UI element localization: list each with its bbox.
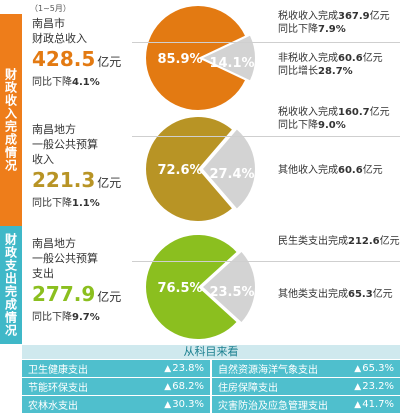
category-value: 30.3%: [164, 399, 204, 410]
pie-label-minor: 27.4%: [209, 167, 254, 182]
table-row: 卫生健康支出 23.8% 自然资源海洋气象支出 65.3%: [22, 360, 400, 377]
summary-line1: 南昌地方: [32, 237, 76, 250]
summary-line3: 支出: [32, 267, 54, 280]
summary-yoy: 同比下降9.7%: [32, 312, 100, 323]
summary-value-row: 428.5 亿元: [32, 46, 121, 75]
category-cell: 节能环保支出 68.2%: [22, 378, 210, 395]
summary-budget-revenue: 南昌地方 一般公共预算 收入 221.3 亿元 同比下降1.1%: [32, 122, 121, 211]
category-label: 农林水支出: [28, 401, 78, 412]
category-label: 卫生健康支出: [28, 365, 88, 376]
summary-line2: 一般公共预算: [32, 138, 98, 151]
pie-budget-expenditure: 76.5% 23.5%: [146, 235, 255, 339]
pie-budget-revenue: 72.6% 27.4%: [146, 117, 255, 221]
separator: [132, 261, 400, 262]
summary-value-row: 221.3 亿元: [32, 167, 121, 196]
panel-total-revenue: 南昌市 财政总收入 428.5 亿元 同比下降4.1% 85.9% 14.1% 税收…: [22, 0, 400, 112]
summary-yoy: 同比下降1.1%: [32, 198, 100, 209]
pie-label-major: 76.5%: [157, 281, 202, 296]
panel-budget-revenue: 南昌地方 一般公共预算 收入 221.3 亿元 同比下降1.1% 72.6% 27.…: [22, 107, 400, 226]
pie-label-major: 85.9%: [157, 52, 202, 67]
category-label: 灾害防治及应急管理支出: [218, 401, 328, 412]
category-value: 65.3%: [354, 363, 394, 374]
pie-slice-minor: [203, 252, 255, 322]
category-label: 自然资源海洋气象支出: [218, 365, 318, 376]
annotation-livelihood-expenditure: 民生类支出完成212.6亿元: [278, 236, 400, 247]
annotation-budget-tax: 税收收入完成160.7亿元 同比下降9.0%: [278, 107, 390, 131]
pie-slice-major: [146, 117, 232, 221]
summary-yoy-value: 4.1%: [72, 77, 100, 88]
pie-total-revenue: 85.9% 14.1%: [146, 6, 255, 111]
revenue-section-tab: 财政收入完成情况: [0, 14, 22, 226]
category-title: 从科目来看: [22, 345, 400, 359]
category-label: 节能环保支出: [28, 383, 88, 394]
annotation-other-expenditure: 其他类支出完成65.3亿元: [278, 289, 393, 300]
pie-label-minor: 14.1%: [209, 56, 254, 71]
pie-label-major: 72.6%: [157, 163, 202, 178]
category-table: 卫生健康支出 23.8% 自然资源海洋气象支出 65.3% 节能环保支出 68.2% …: [22, 360, 400, 413]
summary-value: 221.3: [32, 168, 96, 192]
category-label: 住房保障支出: [218, 383, 278, 394]
summary-line1: 南昌市: [32, 17, 65, 30]
summary-line2: 一般公共预算: [32, 252, 98, 265]
summary-value: 428.5: [32, 47, 96, 71]
category-cell: 住房保障支出 23.2%: [212, 378, 400, 395]
table-row: 节能环保支出 68.2% 住房保障支出 23.2%: [22, 378, 400, 395]
pie-label-minor: 23.5%: [209, 285, 254, 300]
pie-slice-minor: [203, 35, 255, 81]
expenditure-section-tab: 财政支出完成情况: [0, 226, 22, 344]
summary-total-revenue: 南昌市 财政总收入 428.5 亿元 同比下降4.1%: [32, 16, 121, 90]
summary-yoy-value: 9.7%: [72, 312, 100, 323]
summary-line3: 收入: [32, 153, 54, 166]
panel-budget-expenditure: 南昌地方 一般公共预算 支出 277.9 亿元 同比下降9.7% 76.5% 23.…: [22, 226, 400, 344]
annotation-nontax-revenue: 非税收入完成60.6亿元 同比增长28.7%: [278, 53, 383, 77]
summary-unit: 亿元: [97, 290, 122, 304]
category-cell: 灾害防治及应急管理支出 41.7%: [212, 396, 400, 413]
summary-yoy: 同比下降4.1%: [32, 77, 100, 88]
pie-slice-major: [146, 6, 245, 111]
summary-line2: 财政总收入: [32, 32, 87, 45]
category-cell: 农林水支出 30.3%: [22, 396, 210, 413]
category-value: 23.2%: [354, 381, 394, 392]
annotation-budget-other: 其他收入完成60.6亿元: [278, 165, 383, 176]
separator: [132, 136, 400, 137]
summary-value: 277.9: [32, 282, 96, 306]
summary-unit: 亿元: [97, 55, 122, 69]
annotation-tax-revenue: 税收收入完成367.9亿元 同比下降7.9%: [278, 11, 390, 35]
summary-line1: 南昌地方: [32, 123, 76, 136]
category-cell: 卫生健康支出 23.8%: [22, 360, 210, 377]
pie-slice-minor: [203, 129, 255, 209]
category-value: 23.8%: [164, 363, 204, 374]
table-row: 农林水支出 30.3% 灾害防治及应急管理支出 41.7%: [22, 396, 400, 413]
separator: [132, 42, 400, 43]
category-value: 41.7%: [354, 399, 394, 410]
summary-value-row: 277.9 亿元: [32, 281, 121, 310]
summary-yoy-value: 1.1%: [72, 198, 100, 209]
period-note: （1~5月）: [30, 4, 71, 13]
summary-unit: 亿元: [97, 176, 122, 190]
category-value: 68.2%: [164, 381, 204, 392]
category-cell: 自然资源海洋气象支出 65.3%: [212, 360, 400, 377]
summary-budget-expenditure: 南昌地方 一般公共预算 支出 277.9 亿元 同比下降9.7%: [32, 236, 121, 325]
